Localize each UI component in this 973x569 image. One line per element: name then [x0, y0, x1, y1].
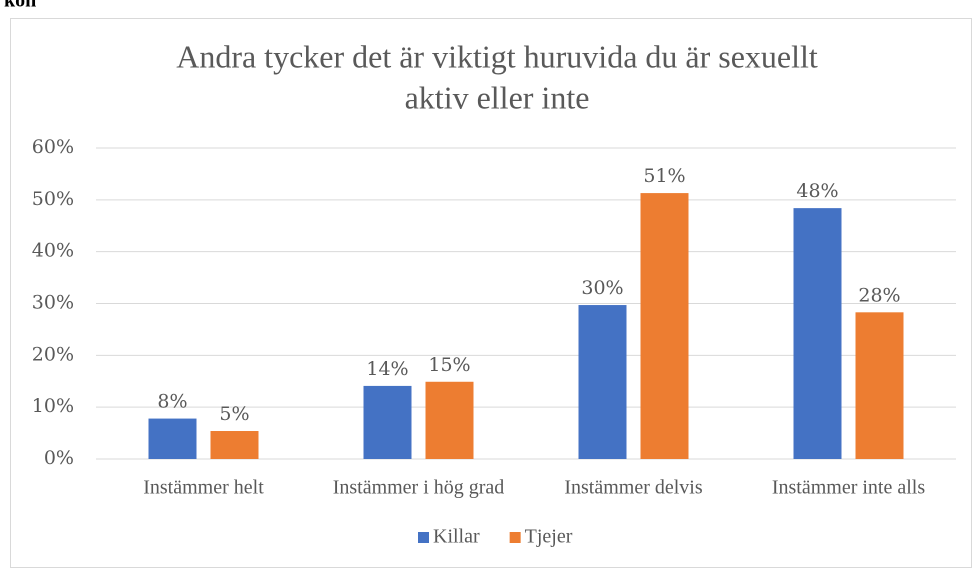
value-label: 28% — [858, 284, 900, 306]
legend-label: Tjejer — [525, 526, 573, 548]
chart-title: aktiv eller inte — [405, 79, 590, 115]
bar — [210, 431, 259, 459]
x-tick-label: Instämmer inte alls — [772, 477, 926, 499]
y-tick-label: 10% — [32, 395, 74, 417]
legend-label: Killar — [433, 526, 480, 548]
x-tick-label: Instämmer delvis — [564, 477, 703, 499]
x-tick-label: Instämmer i hög grad — [333, 477, 505, 499]
y-tick-label: 40% — [32, 240, 74, 262]
value-label: 51% — [643, 165, 685, 187]
y-tick-label: 30% — [32, 292, 74, 314]
bar — [578, 305, 627, 459]
bar — [793, 208, 842, 459]
value-label: 5% — [219, 403, 249, 425]
chart-title: Andra tycker det är viktigt huruvida du … — [176, 38, 818, 74]
y-tick-label: 60% — [32, 136, 74, 158]
value-label: 8% — [157, 391, 187, 413]
y-tick-label: 50% — [32, 188, 74, 210]
bar — [640, 193, 689, 459]
bar — [363, 385, 412, 459]
legend-swatch — [509, 532, 521, 543]
value-label: 30% — [581, 277, 623, 299]
value-label: 14% — [366, 358, 408, 380]
x-tick-label: Instämmer helt — [143, 477, 264, 499]
bar — [425, 381, 474, 459]
legend-swatch — [418, 532, 429, 543]
caption: kön — [4, 0, 36, 12]
value-label: 15% — [428, 354, 470, 376]
value-label: 48% — [796, 180, 838, 202]
y-tick-label: 0% — [44, 447, 74, 469]
y-tick-label: 20% — [32, 343, 74, 365]
bar — [148, 418, 197, 459]
bar — [855, 312, 904, 459]
